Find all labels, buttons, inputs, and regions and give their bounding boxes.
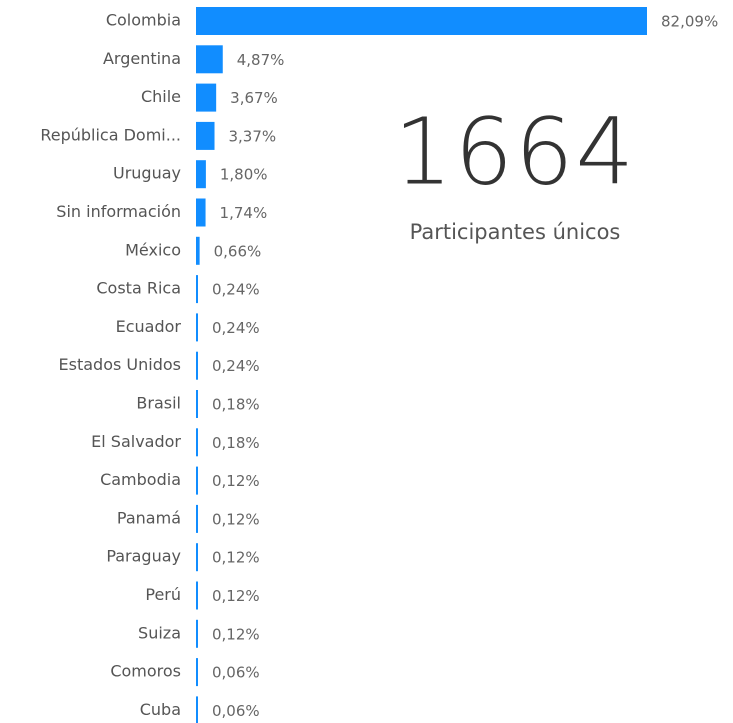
category-label: Brasil <box>136 394 181 413</box>
category-label: Cuba <box>140 700 181 719</box>
category-label: Cambodia <box>100 470 181 489</box>
data-label: 4,87% <box>237 51 285 69</box>
category-label: Estados Unidos <box>59 355 181 374</box>
bar <box>196 543 198 572</box>
data-label: 0,12% <box>212 472 260 490</box>
bar <box>196 466 198 495</box>
category-label: Costa Rica <box>96 279 181 298</box>
data-label: 0,24% <box>212 281 260 299</box>
category-label: Ecuador <box>116 317 182 336</box>
card-value: 1664 <box>394 99 636 206</box>
bar <box>196 313 198 342</box>
bar <box>196 7 647 35</box>
category-label: Colombia <box>106 11 181 30</box>
data-label: 82,09% <box>661 13 718 31</box>
data-label: 3,37% <box>229 127 277 145</box>
data-label: 0,12% <box>212 587 260 605</box>
category-label: República Domi... <box>40 125 181 144</box>
category-label: Perú <box>145 585 181 604</box>
data-label: 0,24% <box>212 357 260 375</box>
data-label: 0,18% <box>212 396 260 414</box>
data-label: 1,74% <box>220 204 268 222</box>
data-label: 0,12% <box>212 510 260 528</box>
data-label: 1,80% <box>220 166 268 184</box>
bar <box>196 83 217 112</box>
category-label: Sin información <box>56 202 181 221</box>
data-label: 0,06% <box>212 702 260 720</box>
bar <box>196 351 198 380</box>
bar <box>196 504 198 533</box>
bar <box>196 390 198 418</box>
category-label: Argentina <box>103 49 181 68</box>
data-label: 0,12% <box>212 549 260 567</box>
card-label: Participantes únicos <box>410 220 621 244</box>
bar <box>196 121 215 150</box>
bar <box>196 619 198 648</box>
category-label: México <box>125 240 181 259</box>
category-label: Uruguay <box>113 164 181 183</box>
data-label: 0,06% <box>212 664 260 682</box>
data-label: 0,24% <box>212 319 260 337</box>
bar <box>196 236 200 265</box>
category-label: El Salvador <box>91 432 181 451</box>
category-label: Paraguay <box>106 547 181 566</box>
bar <box>196 45 223 74</box>
category-label: Panamá <box>117 508 181 527</box>
data-label: 0,12% <box>212 625 260 643</box>
data-label: 3,67% <box>230 89 278 107</box>
bar <box>196 160 206 189</box>
bar <box>196 696 198 723</box>
bar <box>196 581 198 610</box>
data-label: 0,18% <box>212 434 260 452</box>
category-label: Comoros <box>110 662 181 681</box>
bar <box>196 428 198 457</box>
data-label: 0,66% <box>214 242 262 260</box>
bar <box>196 198 206 227</box>
bar <box>196 658 198 687</box>
category-label: Suiza <box>138 623 181 642</box>
bar <box>196 275 198 304</box>
category-label: Chile <box>141 87 181 106</box>
